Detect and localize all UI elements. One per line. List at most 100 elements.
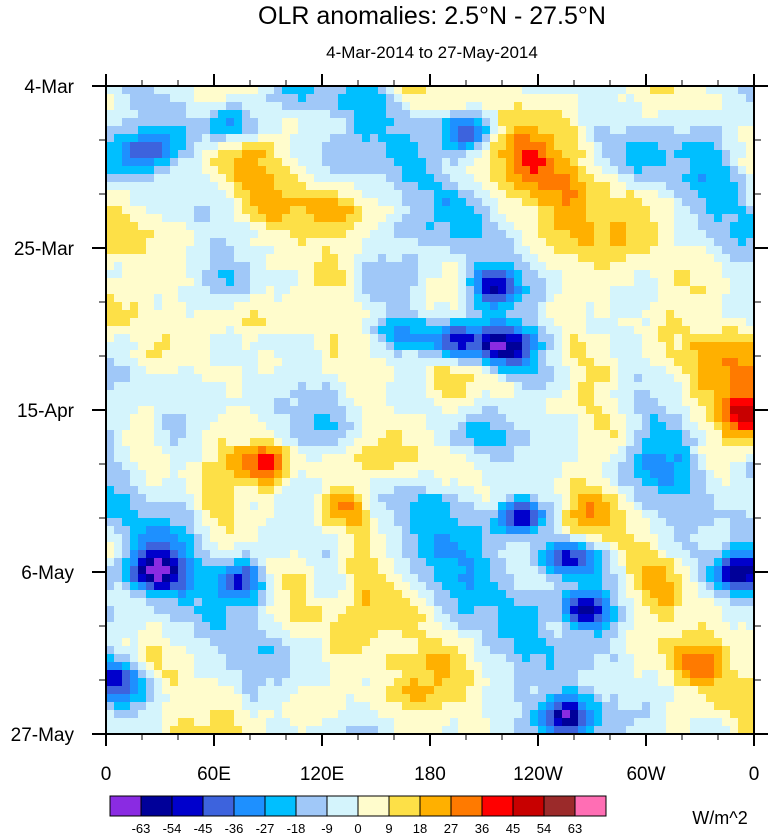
heatmap-cell: [218, 230, 227, 239]
heatmap-cell: [730, 414, 739, 423]
heatmap-cell: [386, 462, 395, 471]
heatmap-cell: [714, 86, 723, 95]
heatmap-cell: [234, 486, 243, 495]
heatmap-cell: [386, 390, 395, 399]
heatmap-cell: [522, 286, 531, 295]
heatmap-cell: [250, 94, 259, 103]
heatmap-cell: [378, 230, 387, 239]
heatmap-cell: [482, 142, 491, 151]
heatmap-cell: [546, 350, 555, 359]
heatmap-cell: [570, 326, 579, 335]
heatmap-cell: [274, 518, 283, 527]
heatmap-cell: [706, 214, 715, 223]
heatmap-cell: [562, 214, 571, 223]
heatmap-cell: [306, 406, 315, 415]
heatmap-cell: [322, 334, 331, 343]
heatmap-cell: [266, 190, 275, 199]
heatmap-cell: [642, 566, 651, 575]
heatmap-cell: [426, 302, 435, 311]
heatmap-cell: [570, 406, 579, 415]
heatmap-cell: [154, 302, 163, 311]
heatmap-cell: [330, 342, 339, 351]
heatmap-cell: [690, 518, 699, 527]
heatmap-cell: [578, 94, 587, 103]
heatmap-cell: [386, 246, 395, 255]
heatmap-cell: [570, 118, 579, 127]
heatmap-cell: [538, 206, 547, 215]
heatmap-cell: [170, 230, 179, 239]
heatmap-cell: [282, 366, 291, 375]
heatmap-cell: [218, 438, 227, 447]
heatmap-cell: [506, 390, 515, 399]
heatmap-cell: [626, 382, 635, 391]
heatmap-cell: [330, 574, 339, 583]
heatmap-cell: [114, 206, 123, 215]
heatmap-cell: [242, 470, 251, 479]
heatmap-cell: [122, 478, 131, 487]
heatmap-cell: [458, 454, 467, 463]
heatmap-cell: [714, 486, 723, 495]
heatmap-cell: [202, 446, 211, 455]
heatmap-cell: [530, 326, 539, 335]
heatmap-cell: [114, 198, 123, 207]
heatmap-cell: [426, 86, 435, 95]
heatmap-cell: [226, 206, 235, 215]
heatmap-cell: [730, 494, 739, 503]
heatmap-cell: [354, 358, 363, 367]
heatmap-cell: [746, 198, 754, 207]
heatmap-cell: [410, 502, 419, 511]
heatmap-cell: [650, 246, 659, 255]
heatmap-cell: [434, 342, 443, 351]
heatmap-cell: [386, 542, 395, 551]
heatmap-cell: [498, 574, 507, 583]
heatmap-cell: [130, 206, 139, 215]
heatmap-cell: [242, 574, 251, 583]
heatmap-cell: [362, 126, 371, 135]
heatmap-cell: [162, 318, 171, 327]
heatmap-cell: [362, 150, 371, 159]
heatmap-cell: [258, 238, 267, 247]
heatmap-cell: [730, 222, 739, 231]
heatmap-cell: [690, 102, 699, 111]
heatmap-cell: [746, 542, 754, 551]
heatmap-cell: [234, 574, 243, 583]
heatmap-cell: [210, 422, 219, 431]
heatmap-cell: [282, 126, 291, 135]
heatmap-cell: [402, 446, 411, 455]
heatmap-cell: [282, 438, 291, 447]
heatmap-cell: [514, 270, 523, 279]
heatmap-cell: [506, 374, 515, 383]
heatmap-cell: [154, 414, 163, 423]
heatmap-cell: [450, 182, 459, 191]
heatmap-cell: [282, 110, 291, 119]
heatmap-cell: [562, 350, 571, 359]
heatmap-cell: [722, 238, 731, 247]
heatmap-cell: [130, 398, 139, 407]
heatmap-cell: [458, 270, 467, 279]
heatmap-cell: [234, 550, 243, 559]
heatmap-cell: [642, 190, 651, 199]
heatmap-cell: [730, 286, 739, 295]
heatmap-cell: [698, 374, 707, 383]
heatmap-cell: [746, 510, 754, 519]
heatmap-cell: [210, 198, 219, 207]
heatmap-cell: [290, 326, 299, 335]
heatmap-cell: [466, 422, 475, 431]
heatmap-cell: [138, 342, 147, 351]
heatmap-cell: [378, 446, 387, 455]
heatmap-cell: [578, 486, 587, 495]
heatmap-cell: [226, 518, 235, 527]
heatmap-cell: [234, 286, 243, 295]
heatmap-cell: [162, 478, 171, 487]
heatmap-cell: [426, 398, 435, 407]
heatmap-cell: [706, 174, 715, 183]
heatmap-cell: [650, 222, 659, 231]
heatmap-cell: [138, 334, 147, 343]
heatmap-cell: [674, 334, 683, 343]
heatmap-cell: [690, 310, 699, 319]
heatmap-cell: [618, 326, 627, 335]
heatmap-cell: [362, 454, 371, 463]
heatmap-cell: [562, 414, 571, 423]
heatmap-cell: [266, 350, 275, 359]
heatmap-cell: [202, 518, 211, 527]
